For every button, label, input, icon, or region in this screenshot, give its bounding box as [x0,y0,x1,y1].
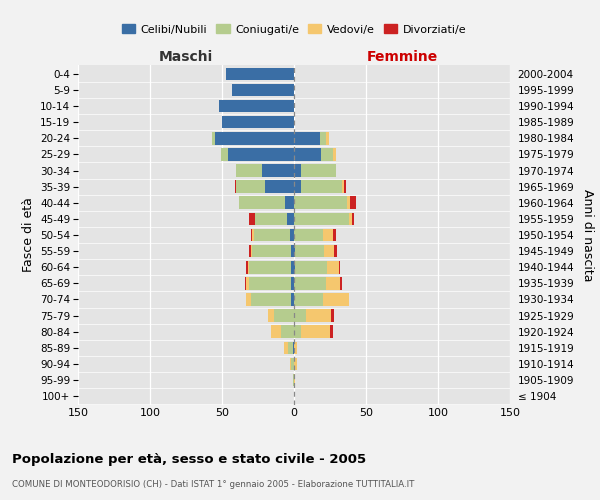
Bar [294,293,323,306]
Bar [252,228,254,241]
Bar [295,261,327,274]
Bar [255,212,287,225]
Bar [344,180,346,193]
Bar [333,228,336,241]
Bar [294,374,295,386]
Text: Femmine: Femmine [367,50,437,64]
Bar [294,228,323,241]
Bar [291,293,294,306]
Bar [226,68,294,80]
Bar [320,132,326,144]
Bar [287,212,294,225]
Bar [250,261,291,274]
Bar [322,148,333,160]
Bar [294,212,349,225]
Bar [248,261,250,274]
Bar [271,326,281,338]
Bar [291,245,294,258]
Bar [236,180,265,193]
Bar [323,228,333,241]
Bar [247,293,251,306]
Bar [333,148,336,160]
Bar [295,245,324,258]
Bar [222,116,294,128]
Bar [341,180,344,193]
Bar [331,310,334,322]
Bar [294,148,322,160]
Bar [284,342,288,354]
Bar [340,277,341,289]
Bar [274,310,294,322]
Bar [347,196,350,209]
Bar [212,132,215,144]
Bar [338,261,340,274]
Bar [294,310,305,322]
Bar [294,180,301,193]
Bar [235,180,236,193]
Bar [294,261,295,274]
Bar [324,245,334,258]
Bar [236,164,262,177]
Bar [326,132,329,144]
Bar [250,212,255,225]
Bar [250,245,251,258]
Y-axis label: Fasce di età: Fasce di età [22,198,35,272]
Bar [215,132,294,144]
Bar [294,342,297,354]
Y-axis label: Anni di nascita: Anni di nascita [581,188,594,281]
Text: Popolazione per età, sesso e stato civile - 2005: Popolazione per età, sesso e stato civil… [12,452,366,466]
Bar [286,196,294,209]
Bar [350,196,356,209]
Bar [239,196,286,209]
Bar [251,293,291,306]
Bar [245,277,247,289]
Bar [247,277,250,289]
Bar [262,164,294,177]
Bar [305,310,331,322]
Bar [291,261,294,274]
Bar [352,212,355,225]
Bar [301,164,336,177]
Bar [281,326,294,338]
Bar [293,374,294,386]
Bar [265,180,294,193]
Bar [294,132,320,144]
Bar [301,326,330,338]
Bar [326,277,340,289]
Bar [349,212,352,225]
Bar [228,148,294,160]
Bar [290,228,294,241]
Bar [250,277,291,289]
Bar [268,310,274,322]
Bar [327,261,338,274]
Bar [294,277,326,289]
Bar [221,148,228,160]
Bar [294,358,297,370]
Bar [301,180,341,193]
Bar [254,228,290,241]
Bar [294,196,347,209]
Bar [291,277,294,289]
Text: COMUNE DI MONTEODORISIO (CH) - Dati ISTAT 1° gennaio 2005 - Elaborazione TUTTITA: COMUNE DI MONTEODORISIO (CH) - Dati ISTA… [12,480,415,489]
Bar [293,342,294,354]
Bar [232,84,294,96]
Bar [251,228,252,241]
Bar [323,293,349,306]
Bar [219,100,294,112]
Bar [294,326,301,338]
Bar [294,164,301,177]
Bar [251,245,252,258]
Bar [291,358,294,370]
Bar [252,245,291,258]
Bar [294,245,295,258]
Legend: Celibi/Nubili, Coniugati/e, Vedovi/e, Divorziati/e: Celibi/Nubili, Coniugati/e, Vedovi/e, Di… [118,20,470,39]
Bar [334,245,337,258]
Bar [288,342,293,354]
Bar [290,358,291,370]
Text: Maschi: Maschi [159,50,213,64]
Bar [247,261,248,274]
Bar [330,326,333,338]
